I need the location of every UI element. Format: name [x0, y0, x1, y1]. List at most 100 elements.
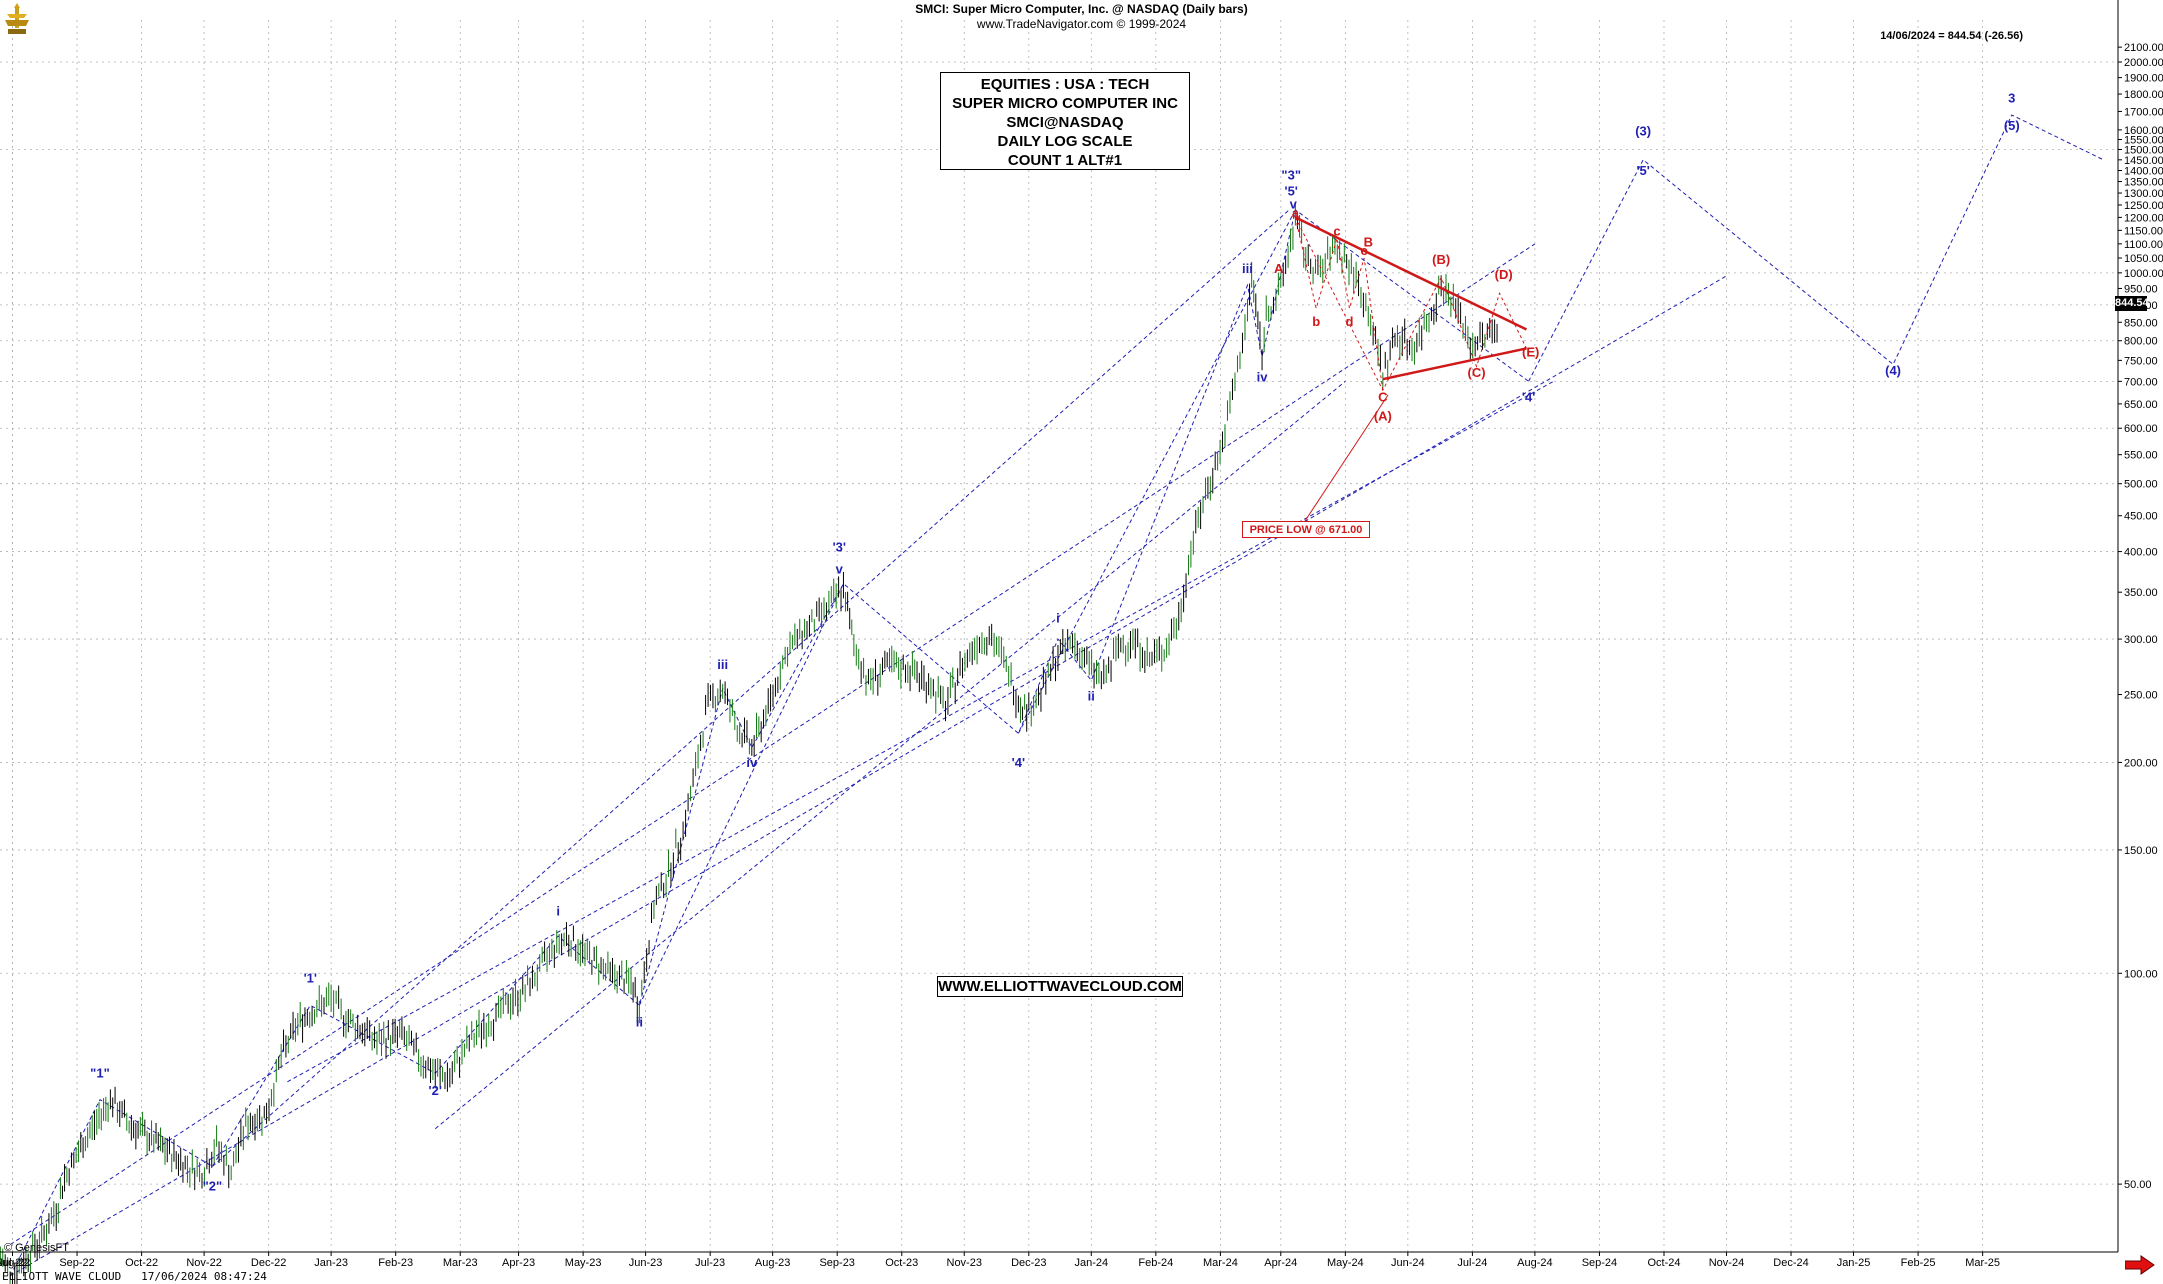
x-tick-label: Mar-24 [1203, 1257, 1238, 1269]
wave-label: (A) [1374, 409, 1392, 424]
x-tick-label: Jun-23 [629, 1257, 663, 1269]
x-tick-label: Jun-24 [1391, 1257, 1425, 1269]
red-triangle-line [1294, 216, 1528, 331]
y-tick-label: 1350.00 [2124, 177, 2163, 189]
blue-trend-lines [10, 209, 1727, 1277]
info-line: SMCI@NASDAQ [1006, 114, 1124, 131]
y-tick-label: 950.00 [2124, 283, 2158, 295]
wave-label: (4) [1885, 363, 1901, 378]
wave-label: (5) [2004, 118, 2020, 133]
blue-wave-paths [9, 114, 2104, 1276]
wave-label: e [1360, 243, 1367, 258]
y-tick-label: 1550.00 [2124, 135, 2163, 147]
scroll-right-arrow-icon[interactable] [2125, 1255, 2155, 1275]
y-tick-label: 750.00 [2124, 355, 2158, 367]
wave-label: "1" [90, 1065, 110, 1080]
wave-label: (3) [1635, 124, 1651, 139]
red-triangle-lines [1294, 216, 1528, 522]
x-tick-label: Jan-24 [1074, 1257, 1108, 1269]
wave-label: '2' [429, 1083, 442, 1098]
y-axis: 2100.00 2000.00 1900.00 1800.00 1700.00 1600.… [2117, 0, 2163, 1252]
y-tick-label: 2000.00 [2124, 57, 2163, 69]
x-tick-label: May-23 [565, 1257, 602, 1269]
x-tick-label: Aug-23 [755, 1257, 790, 1269]
y-tick-label: 1600.00 [2124, 125, 2163, 137]
wave-label: i [1056, 610, 1060, 625]
y-tick-label: 150.00 [2124, 845, 2158, 857]
wave-label: i [556, 903, 560, 918]
chart-title: SMCI: Super Micro Computer, Inc. @ NASDA… [915, 2, 1248, 16]
wave-label: c [1333, 224, 1340, 239]
wave-label: "3" [1281, 167, 1301, 182]
copyright-label: © GenesisFT [4, 1242, 69, 1254]
red-wave-paths [1294, 217, 1527, 392]
y-tick-label: 450.00 [2124, 511, 2158, 523]
y-tick-label: 1000.00 [2124, 268, 2163, 280]
x-tick-label: Sep-24 [1582, 1257, 1617, 1269]
x-tick-label: Mar-23 [443, 1257, 478, 1269]
grid-lines [0, 20, 2118, 1252]
wave-label: '4' [1012, 755, 1025, 770]
chart-source: www.TradeNavigator.com © 1999-2024 [976, 17, 1187, 31]
last-price-tag: 844.54 [2115, 296, 2149, 311]
wave-label: C [1378, 390, 1388, 405]
y-tick-label: 850.00 [2124, 317, 2158, 329]
x-tick-label: Oct-22 [125, 1257, 158, 1269]
y-tick-label: 350.00 [2124, 587, 2158, 599]
y-tick-label: 400.00 [2124, 547, 2158, 559]
x-tick-label: Jul-23 [695, 1257, 725, 1269]
wave-label: b [1312, 314, 1320, 329]
wave-label: '1' [304, 971, 317, 986]
x-tick-label: Feb-23 [378, 1257, 413, 1269]
y-tick-label: 300.00 [2124, 634, 2158, 646]
wave-label: iii [717, 657, 728, 672]
y-tick-label: 1500.00 [2124, 145, 2163, 157]
price-low-connector [1304, 394, 1389, 522]
x-tick-label: Dec-24 [1773, 1257, 1808, 1269]
y-tick-label: 1050.00 [2124, 253, 2163, 265]
info-box: EQUITIES : USA : TECH SUPER MICRO COMPUT… [940, 72, 1190, 170]
x-tick-label: Apr-23 [502, 1257, 535, 1269]
y-tick-label: 200.00 [2124, 757, 2158, 769]
blue-wave-path [638, 583, 844, 1006]
wave-label: A [1274, 261, 1284, 276]
wave-label: '5' [1636, 163, 1649, 178]
x-tick-label: Jan-23 [314, 1257, 348, 1269]
y-tick-label: 1100.00 [2124, 239, 2163, 251]
info-line: SUPER MICRO COMPUTER INC [952, 95, 1178, 112]
blue-trend-line [287, 380, 1554, 1083]
x-tick-label: Oct-23 [885, 1257, 918, 1269]
info-line: EQUITIES : USA : TECH [980, 76, 1150, 93]
y-tick-label: 50.00 [2124, 1179, 2152, 1191]
x-tick-label: Nov-23 [947, 1257, 982, 1269]
price-low-label: PRICE LOW @ 671.00 [1242, 521, 1370, 538]
wave-label: ii [1088, 689, 1095, 704]
website-label: WWW.ELLIOTTWAVECLOUD.COM [937, 976, 1183, 997]
y-tick-label: 1150.00 [2124, 225, 2163, 237]
y-tick-label: 500.00 [2124, 479, 2158, 491]
red-triangle-line [1382, 347, 1527, 381]
price-bars [0, 202, 1498, 1284]
last-price-info: 14/06/2024 = 844.54 (-26.56) [1880, 30, 2023, 42]
blue-trend-line [212, 209, 1290, 1167]
wave-label: (E) [1522, 344, 1539, 359]
wave-label: '3' [833, 540, 846, 555]
wave-label: iv [1257, 369, 1269, 384]
wave-label: iv [746, 755, 758, 770]
x-tick-label: Dec-23 [1011, 1257, 1046, 1269]
x-tick-label: Aug-24 [1517, 1257, 1552, 1269]
x-tick-label: Feb-24 [1138, 1257, 1173, 1269]
x-tick-label: Sep-23 [819, 1257, 854, 1269]
x-tick-label: Jan-25 [1837, 1257, 1871, 1269]
y-tick-label: 1450.00 [2124, 155, 2163, 167]
blue-trend-line [10, 243, 1536, 1245]
wave-label: a [1292, 205, 1300, 220]
wave-label: (C) [1468, 365, 1486, 380]
wave-label: (D) [1495, 267, 1513, 282]
x-tick-label: Feb-25 [1901, 1257, 1936, 1269]
x-tick-label: Nov-24 [1709, 1257, 1744, 1269]
trade-navigator-logo-icon [5, 3, 29, 34]
info-line: DAILY LOG SCALE [997, 133, 1133, 150]
y-tick-label: 1300.00 [2124, 188, 2163, 200]
